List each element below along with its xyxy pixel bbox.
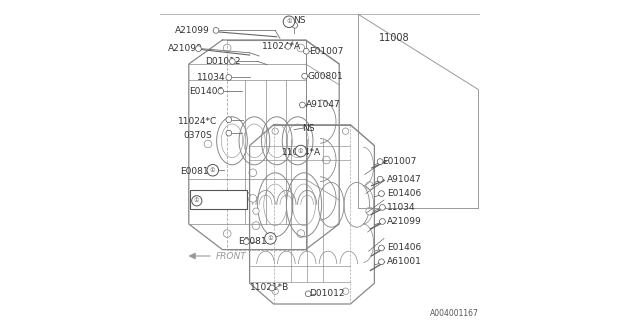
Circle shape — [196, 46, 201, 52]
Circle shape — [300, 102, 305, 108]
Text: E01406: E01406 — [189, 87, 223, 96]
Circle shape — [379, 245, 384, 251]
Text: E01007: E01007 — [309, 47, 343, 56]
Text: A61001: A61001 — [387, 257, 422, 266]
Circle shape — [207, 164, 219, 176]
Text: E01007: E01007 — [383, 157, 417, 166]
Circle shape — [269, 285, 275, 291]
Circle shape — [243, 239, 250, 244]
Circle shape — [226, 75, 232, 80]
Circle shape — [378, 176, 383, 182]
Circle shape — [342, 128, 349, 134]
Circle shape — [272, 288, 278, 294]
Text: D01012: D01012 — [309, 289, 344, 298]
Circle shape — [366, 207, 374, 215]
Text: D01012: D01012 — [205, 57, 240, 66]
Text: 11008: 11008 — [380, 33, 410, 44]
Text: ①: ① — [268, 236, 273, 241]
Circle shape — [272, 128, 278, 134]
Text: E01406: E01406 — [387, 244, 422, 252]
Circle shape — [378, 159, 383, 164]
Text: G00801: G00801 — [307, 72, 343, 81]
Text: NS: NS — [292, 16, 305, 25]
Text: 11024*A: 11024*A — [282, 148, 321, 156]
Text: 11024*B: 11024*B — [204, 196, 243, 205]
Circle shape — [297, 44, 305, 52]
Circle shape — [303, 48, 309, 54]
Text: FRONT: FRONT — [216, 252, 247, 261]
Circle shape — [366, 182, 374, 189]
Circle shape — [342, 288, 349, 294]
Text: A004001167: A004001167 — [429, 309, 479, 318]
Circle shape — [284, 16, 295, 28]
Circle shape — [213, 28, 219, 33]
Circle shape — [292, 22, 298, 28]
FancyBboxPatch shape — [189, 190, 247, 209]
Circle shape — [305, 291, 311, 297]
Circle shape — [379, 191, 384, 196]
Circle shape — [218, 88, 224, 94]
Text: ①: ① — [194, 198, 200, 203]
Text: E01406: E01406 — [387, 189, 422, 198]
Circle shape — [192, 196, 202, 206]
Text: A91047: A91047 — [306, 100, 340, 109]
Circle shape — [380, 219, 385, 224]
Text: E00812: E00812 — [180, 167, 214, 176]
Text: A91047: A91047 — [387, 175, 422, 184]
Circle shape — [253, 208, 259, 214]
Text: 11024*C: 11024*C — [178, 117, 217, 126]
Circle shape — [249, 169, 257, 177]
Circle shape — [302, 73, 307, 79]
Text: ①: ① — [286, 19, 292, 24]
Circle shape — [285, 44, 291, 49]
Circle shape — [223, 44, 231, 52]
Circle shape — [265, 233, 276, 244]
Text: 11034: 11034 — [197, 73, 225, 82]
Circle shape — [230, 59, 236, 64]
Circle shape — [295, 145, 307, 157]
Circle shape — [379, 259, 384, 265]
Text: 0370S: 0370S — [183, 131, 212, 140]
Text: A21099: A21099 — [387, 217, 422, 226]
Text: 11024*A: 11024*A — [262, 42, 301, 51]
Circle shape — [380, 204, 385, 210]
Circle shape — [223, 230, 231, 237]
Text: A21099: A21099 — [175, 26, 210, 35]
Text: A21099: A21099 — [168, 44, 203, 53]
Text: 11034: 11034 — [387, 203, 416, 212]
Circle shape — [226, 130, 232, 136]
Circle shape — [249, 195, 257, 202]
Text: ①: ① — [210, 168, 216, 173]
Text: ①: ① — [298, 148, 303, 154]
Circle shape — [226, 117, 232, 123]
Circle shape — [323, 156, 330, 164]
Circle shape — [252, 222, 260, 229]
Circle shape — [204, 140, 212, 148]
Text: NS: NS — [302, 124, 315, 132]
Text: 11021*B: 11021*B — [250, 284, 289, 292]
Text: E00812: E00812 — [239, 237, 273, 246]
Circle shape — [297, 230, 305, 237]
